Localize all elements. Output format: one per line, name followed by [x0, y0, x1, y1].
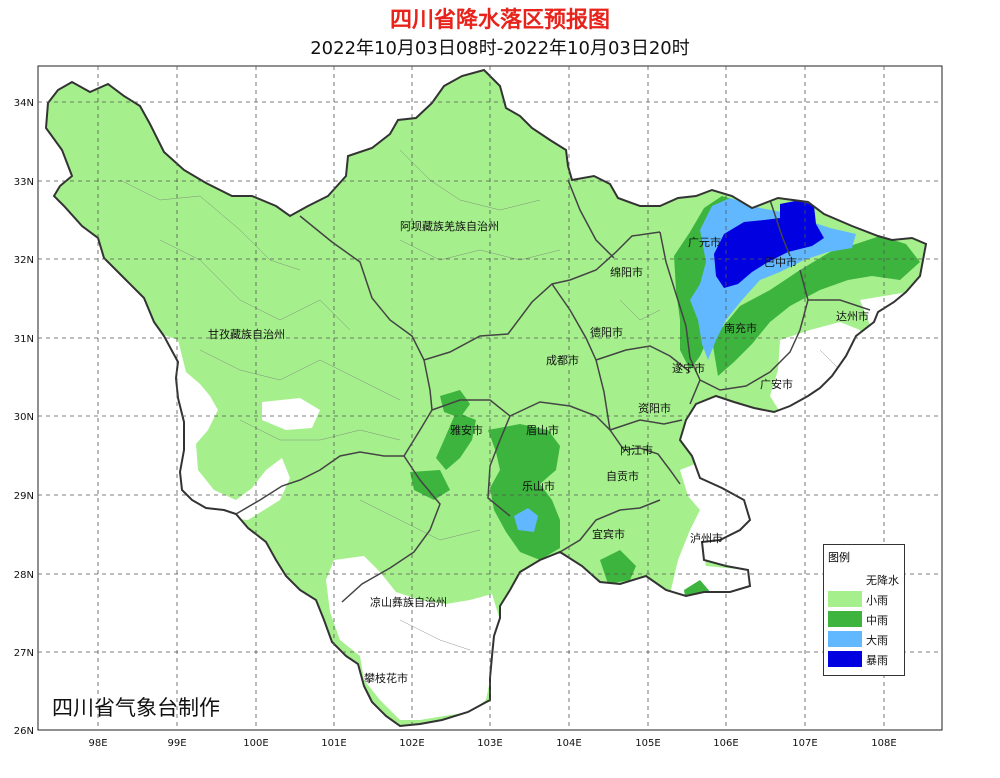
legend-item-heavy-rain: 大雨: [828, 631, 902, 647]
lat-tick-26: 26N: [14, 726, 34, 737]
lon-tick-103: 103E: [477, 738, 502, 749]
legend-label-heavy-rain: 大雨: [866, 634, 888, 647]
city-label-zigong: 自贡市: [606, 469, 639, 483]
rainstorm-areas: [714, 200, 824, 288]
city-label-chengdu: 成都市: [546, 353, 579, 367]
lon-tick-labels: 98E 99E 100E 101E 102E 103E 104E 105E 10…: [88, 738, 896, 749]
lon-tick-101: 101E: [321, 738, 346, 749]
prefecture-borders: [235, 179, 871, 603]
lat-tick-29: 29N: [14, 491, 34, 502]
city-label-deyang: 德阳市: [590, 325, 623, 339]
city-labels: 阿坝藏族羌族自治州 甘孜藏族自治州 凉山彝族自治州 攀枝花市 广元市 巴中市 绵…: [208, 219, 869, 685]
lat-tick-labels: 34N 33N 32N 31N 30N 29N 28N 27N 26N: [14, 98, 34, 737]
lat-tick-32: 32N: [14, 255, 34, 266]
lon-tick-102: 102E: [399, 738, 424, 749]
city-label-guangyuan: 广元市: [688, 235, 721, 249]
lat-tick-31: 31N: [14, 334, 34, 345]
city-label-panzhihua: 攀枝花市: [364, 671, 408, 685]
city-label-mianyang: 绵阳市: [610, 265, 643, 279]
lat-tick-28: 28N: [14, 570, 34, 581]
lat-tick-30: 30N: [14, 412, 34, 423]
city-label-guangan: 广安市: [760, 377, 793, 391]
legend-item-moderate-rain: 中雨: [828, 611, 902, 627]
city-label-aba: 阿坝藏族羌族自治州: [400, 219, 499, 233]
legend-swatch-moderate-rain: [828, 611, 862, 627]
legend-label-light-rain: 小雨: [866, 594, 888, 607]
lon-tick-106: 106E: [713, 738, 738, 749]
legend-label-rainstorm: 暴雨: [866, 654, 888, 667]
lon-tick-99: 99E: [167, 738, 186, 749]
lon-tick-98: 98E: [88, 738, 107, 749]
city-label-meishan: 眉山市: [526, 423, 559, 437]
legend-label-moderate-rain: 中雨: [866, 614, 888, 627]
county-borders: [119, 149, 861, 651]
lat-tick-34: 34N: [14, 98, 34, 109]
city-label-yaan: 雅安市: [450, 423, 483, 437]
lon-tick-108: 108E: [871, 738, 896, 749]
city-label-nanchong: 南充市: [724, 321, 757, 335]
lon-tick-107: 107E: [792, 738, 817, 749]
legend-item-rainstorm: 暴雨: [828, 651, 902, 667]
legend-swatch-heavy-rain: [828, 631, 862, 647]
city-label-ganzi: 甘孜藏族自治州: [208, 327, 285, 341]
city-label-yibin: 宜宾市: [592, 527, 625, 541]
legend-swatch-no-rain: [828, 571, 862, 587]
legend: 图例 无降水 小雨 中雨 大雨 暴雨: [823, 544, 905, 676]
lat-tick-33: 33N: [14, 177, 34, 188]
lon-tick-100: 100E: [243, 738, 268, 749]
map-subtitle: 2022年10月03日08时-2022年10月03日20时: [310, 38, 690, 59]
legend-swatch-light-rain: [828, 591, 862, 607]
city-label-neijiang: 内江市: [620, 443, 653, 457]
city-label-suining: 遂宁市: [672, 361, 705, 375]
city-label-dazhou: 达州市: [836, 309, 869, 323]
city-label-bazhong: 巴中市: [764, 255, 797, 269]
legend-item-light-rain: 小雨: [828, 591, 902, 607]
city-label-liangshan: 凉山彝族自治州: [370, 595, 447, 609]
lon-tick-104: 104E: [556, 738, 581, 749]
map-title: 四川省降水落区预报图: [389, 8, 610, 33]
legend-title: 图例: [828, 551, 850, 564]
credit-text: 四川省气象台制作: [52, 696, 220, 720]
lon-tick-105: 105E: [635, 738, 660, 749]
legend-swatch-rainstorm: [828, 651, 862, 667]
legend-label-no-rain: 无降水: [866, 574, 899, 587]
city-label-luzhou: 泸州市: [690, 531, 723, 545]
legend-item-no-rain: 无降水: [828, 571, 902, 587]
graticule: [38, 66, 942, 730]
lat-tick-27: 27N: [14, 648, 34, 659]
city-label-leshan: 乐山市: [522, 479, 555, 493]
city-label-ziyang: 资阳市: [638, 401, 671, 415]
